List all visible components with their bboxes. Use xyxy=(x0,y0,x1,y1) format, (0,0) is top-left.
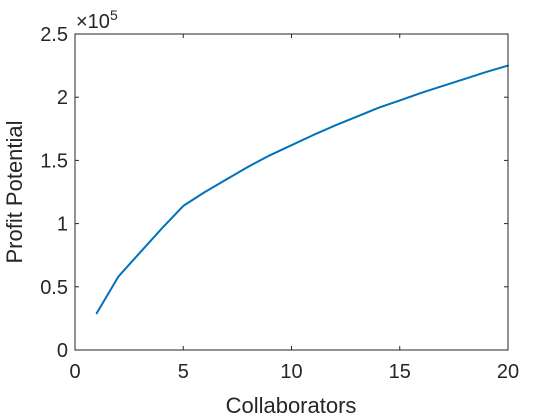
x-axis-label: Collaborators xyxy=(226,393,357,418)
x-tick-label: 15 xyxy=(389,361,411,383)
y-tick-label: 1.5 xyxy=(40,150,68,172)
x-tick-label: 0 xyxy=(69,361,80,383)
plot-area xyxy=(75,34,508,350)
x-tick-label: 5 xyxy=(178,361,189,383)
series-layer xyxy=(95,64,509,315)
y-exponent-base: ×10 xyxy=(76,11,110,33)
y-exponent-label: ×105 xyxy=(76,7,118,33)
y-exponent-power: 5 xyxy=(110,7,118,23)
x-tick-label: 20 xyxy=(497,361,519,383)
y-tick-label: 1 xyxy=(57,214,68,236)
y-axis-label: Profit Potential xyxy=(2,120,27,263)
plot-frame xyxy=(74,33,509,351)
tick-label-layer: 0 5 10 15 20 0 0.5 1 1.5 2 2.5 xyxy=(40,24,519,383)
y-tick-label: 2.5 xyxy=(40,24,68,46)
y-tick-label: 0.5 xyxy=(40,277,68,299)
series-line xyxy=(95,64,509,315)
y-tick-label: 2 xyxy=(57,87,68,109)
x-tick-label: 10 xyxy=(280,361,302,383)
y-tick-label: 0 xyxy=(57,340,68,362)
